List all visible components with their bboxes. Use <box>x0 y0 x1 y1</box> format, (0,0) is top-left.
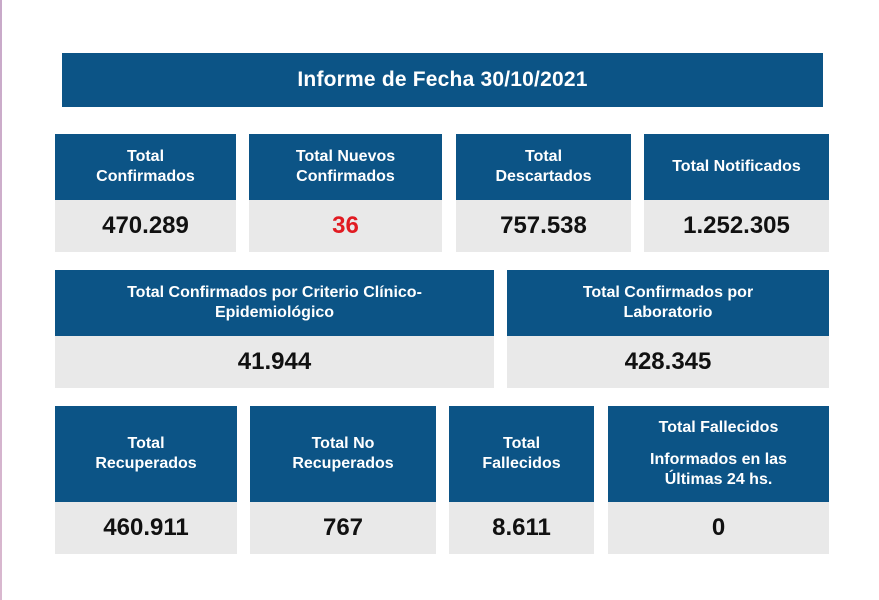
card-total-descartados: Total Descartados 757.538 <box>456 134 631 252</box>
card-header: Total Confirmados por Criterio Clínico- … <box>55 270 494 336</box>
card-label: Confirmados <box>296 168 395 185</box>
card-label: Total <box>502 435 541 452</box>
card-label: Total Confirmados por <box>582 284 754 301</box>
card-label: Confirmados <box>96 168 195 185</box>
card-label: Total <box>126 148 165 165</box>
card-confirmados-criterio-clinico: Total Confirmados por Criterio Clínico- … <box>55 270 494 388</box>
card-value: 460.911 <box>55 502 237 554</box>
card-value: 41.944 <box>55 336 494 388</box>
card-value: 767 <box>250 502 436 554</box>
card-label: Total <box>524 148 563 165</box>
card-header: Total No Recuperados <box>250 406 436 502</box>
card-header: Total Nuevos Confirmados <box>249 134 442 200</box>
card-total-notificados: Total Notificados 1.252.305 <box>644 134 829 252</box>
card-label: Descartados <box>495 168 592 185</box>
card-label: Recuperados <box>95 455 197 472</box>
card-label: Total Fallecidos <box>658 419 779 436</box>
card-label: Epidemiológico <box>214 304 335 321</box>
card-label: Laboratorio <box>623 304 713 321</box>
card-label: Últimas 24 hs. <box>664 471 773 488</box>
card-header: Total Fallecidos Informados en las Últim… <box>608 406 829 502</box>
card-confirmados-laboratorio: Total Confirmados por Laboratorio 428.34… <box>507 270 829 388</box>
card-header: Total Confirmados <box>55 134 236 200</box>
card-value: 757.538 <box>456 200 631 252</box>
report-title: Informe de Fecha 30/10/2021 <box>297 68 588 91</box>
card-total-fallecidos: Total Fallecidos 8.611 <box>449 406 594 554</box>
card-value: 8.611 <box>449 502 594 554</box>
card-label: Informados en las <box>650 451 787 468</box>
card-total-confirmados: Total Confirmados 470.289 <box>55 134 236 252</box>
card-total-no-recuperados: Total No Recuperados 767 <box>250 406 436 554</box>
card-total-nuevos-confirmados: Total Nuevos Confirmados 36 <box>249 134 442 252</box>
card-label: Total Confirmados por Criterio Clínico- <box>127 284 422 301</box>
card-header: Total Confirmados por Laboratorio <box>507 270 829 336</box>
card-label: Recuperados <box>292 455 394 472</box>
card-label: Total <box>127 435 165 452</box>
card-label: Total No <box>311 435 375 452</box>
card-label: Fallecidos <box>482 455 561 472</box>
card-label: Total Notificados <box>672 158 801 175</box>
card-header: Total Descartados <box>456 134 631 200</box>
card-header: Total Recuperados <box>55 406 237 502</box>
card-value: 36 <box>249 200 442 252</box>
card-value: 0 <box>608 502 829 554</box>
card-header: Total Notificados <box>644 134 829 200</box>
left-edge-line <box>0 0 2 600</box>
card-value: 1.252.305 <box>644 200 829 252</box>
card-fallecidos-ultimas-24hs: Total Fallecidos Informados en las Últim… <box>608 406 829 554</box>
card-header: Total Fallecidos <box>449 406 594 502</box>
report-title-banner: Informe de Fecha 30/10/2021 <box>62 53 823 107</box>
card-value: 428.345 <box>507 336 829 388</box>
card-label: Total Nuevos <box>295 148 396 165</box>
card-value: 470.289 <box>55 200 236 252</box>
card-total-recuperados: Total Recuperados 460.911 <box>55 406 237 554</box>
